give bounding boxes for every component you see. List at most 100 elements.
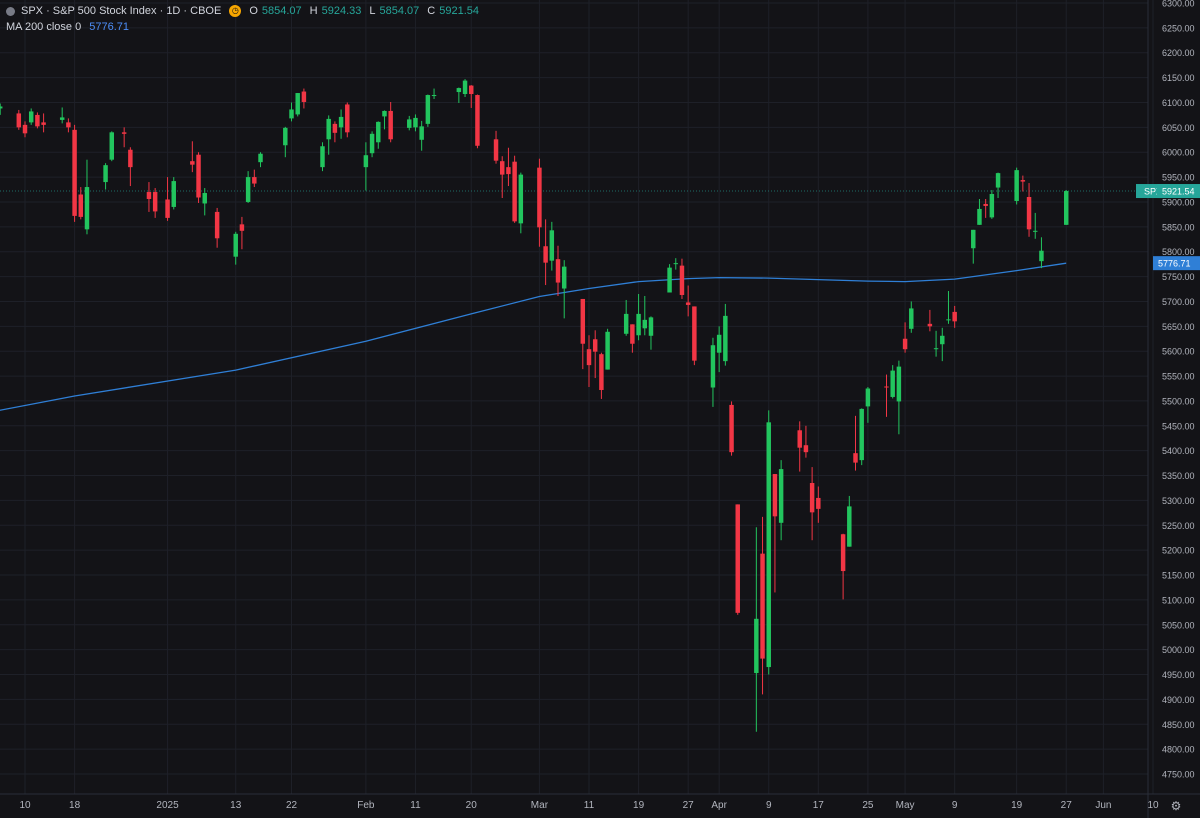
x-tick-label: 22	[286, 800, 298, 811]
y-tick-label: 5000.00	[1162, 645, 1195, 655]
candle-body	[425, 95, 431, 124]
x-tick-label: 9	[952, 800, 958, 811]
x-tick-label: 17	[813, 800, 825, 811]
open-key: O	[249, 5, 258, 17]
x-tick-label: May	[896, 800, 915, 811]
candle-body	[419, 126, 424, 140]
candle-body	[840, 534, 846, 572]
price-label-bg	[1157, 184, 1200, 199]
candle-body	[642, 319, 648, 329]
candle-body	[202, 193, 207, 204]
candle-body	[940, 335, 945, 345]
x-tick-label: 19	[1011, 800, 1023, 811]
ma-label-bg	[1153, 256, 1200, 271]
x-tick-label: 27	[683, 800, 695, 811]
y-tick-label: 5400.00	[1162, 446, 1195, 456]
candle-body	[190, 161, 195, 165]
candle-body	[295, 93, 300, 115]
y-tick-label: 5650.00	[1162, 322, 1195, 332]
chart-legend: SPX · S&P 500 Stock Index · 1D · CBOE ◷ …	[6, 3, 483, 35]
candle-body	[549, 230, 555, 261]
candle-body	[623, 313, 629, 334]
x-tick-label: 11	[584, 800, 595, 811]
candle-body	[121, 132, 127, 134]
candle-body	[537, 167, 542, 228]
candle-body	[1026, 196, 1032, 230]
candle-body	[555, 259, 561, 283]
candle-body	[214, 211, 220, 239]
candle-body	[369, 133, 375, 154]
candle-body	[896, 366, 902, 402]
candle-body	[239, 224, 245, 231]
candle-body	[1063, 191, 1069, 225]
price-label-symbol: SPX	[1144, 187, 1162, 197]
y-tick-label: 5800.00	[1162, 247, 1195, 257]
ma-indicator-value: 5776.71	[89, 21, 129, 33]
x-tick-label: Apr	[711, 800, 727, 811]
y-tick-label: 5300.00	[1162, 496, 1195, 506]
ma-200-line	[0, 262, 1067, 411]
candle-body	[1020, 180, 1026, 182]
y-tick-label: 6150.00	[1162, 73, 1195, 83]
candle-body	[648, 317, 654, 336]
candle-body	[630, 324, 635, 344]
x-tick-label: 10	[19, 800, 31, 811]
candle-body	[16, 113, 22, 128]
candle-body	[258, 153, 263, 163]
y-tick-label: 4900.00	[1162, 695, 1195, 705]
candle-body	[462, 80, 468, 95]
candle-body	[884, 386, 889, 388]
y-tick-label: 6100.00	[1162, 98, 1195, 108]
candle-body	[803, 445, 809, 453]
candle-body	[245, 177, 251, 202]
candle-body	[636, 313, 641, 336]
y-tick-label: 4950.00	[1162, 670, 1195, 680]
x-tick-label: Mar	[531, 800, 549, 811]
y-tick-label: 6200.00	[1162, 48, 1195, 58]
y-tick-label: 4800.00	[1162, 745, 1195, 755]
candle-body	[289, 109, 294, 119]
candle-body	[171, 181, 176, 207]
candle-body	[933, 348, 939, 350]
candle-body	[760, 553, 765, 659]
candle-body	[35, 114, 40, 127]
candle-body	[388, 110, 393, 140]
candle-body	[233, 233, 238, 257]
x-tick-label: 25	[862, 800, 874, 811]
candle-body	[301, 91, 307, 102]
candle-body	[797, 430, 802, 448]
candle-body	[320, 146, 325, 168]
candle-body	[493, 139, 499, 161]
y-tick-label: 6050.00	[1162, 123, 1195, 133]
close-value: 5921.54	[439, 5, 479, 17]
y-tick-label: 4850.00	[1162, 720, 1195, 730]
candle-body	[22, 124, 28, 134]
candle-body	[995, 173, 1001, 188]
x-tick-label: 19	[633, 800, 645, 811]
candle-body	[146, 192, 152, 199]
candle-body	[605, 331, 610, 370]
candle-body	[679, 265, 685, 295]
candle-body	[338, 116, 344, 128]
candle-body	[28, 111, 34, 123]
candle-body	[543, 246, 548, 263]
y-tick-label: 5500.00	[1162, 396, 1195, 406]
candle-body	[407, 119, 412, 128]
y-tick-label: 5750.00	[1162, 272, 1195, 282]
candle-body	[716, 334, 722, 353]
ma-indicator-label[interactable]: MA 200 close 0	[6, 21, 82, 33]
x-tick-label: 18	[69, 800, 81, 811]
candle-body	[506, 167, 511, 175]
indicator-row[interactable]: MA 200 close 0 5776.71	[6, 19, 483, 35]
y-tick-label: 5250.00	[1162, 521, 1195, 531]
symbol-title[interactable]: SPX · S&P 500 Stock Index · 1D · CBOE	[21, 5, 222, 17]
y-tick-label: 5200.00	[1162, 546, 1195, 556]
candle-body	[971, 229, 976, 249]
candle-body	[772, 474, 778, 517]
candle-body	[431, 95, 437, 97]
candle-body	[729, 404, 734, 453]
candle-body	[599, 354, 604, 390]
candle-body	[909, 308, 914, 329]
candle-body	[592, 339, 598, 352]
